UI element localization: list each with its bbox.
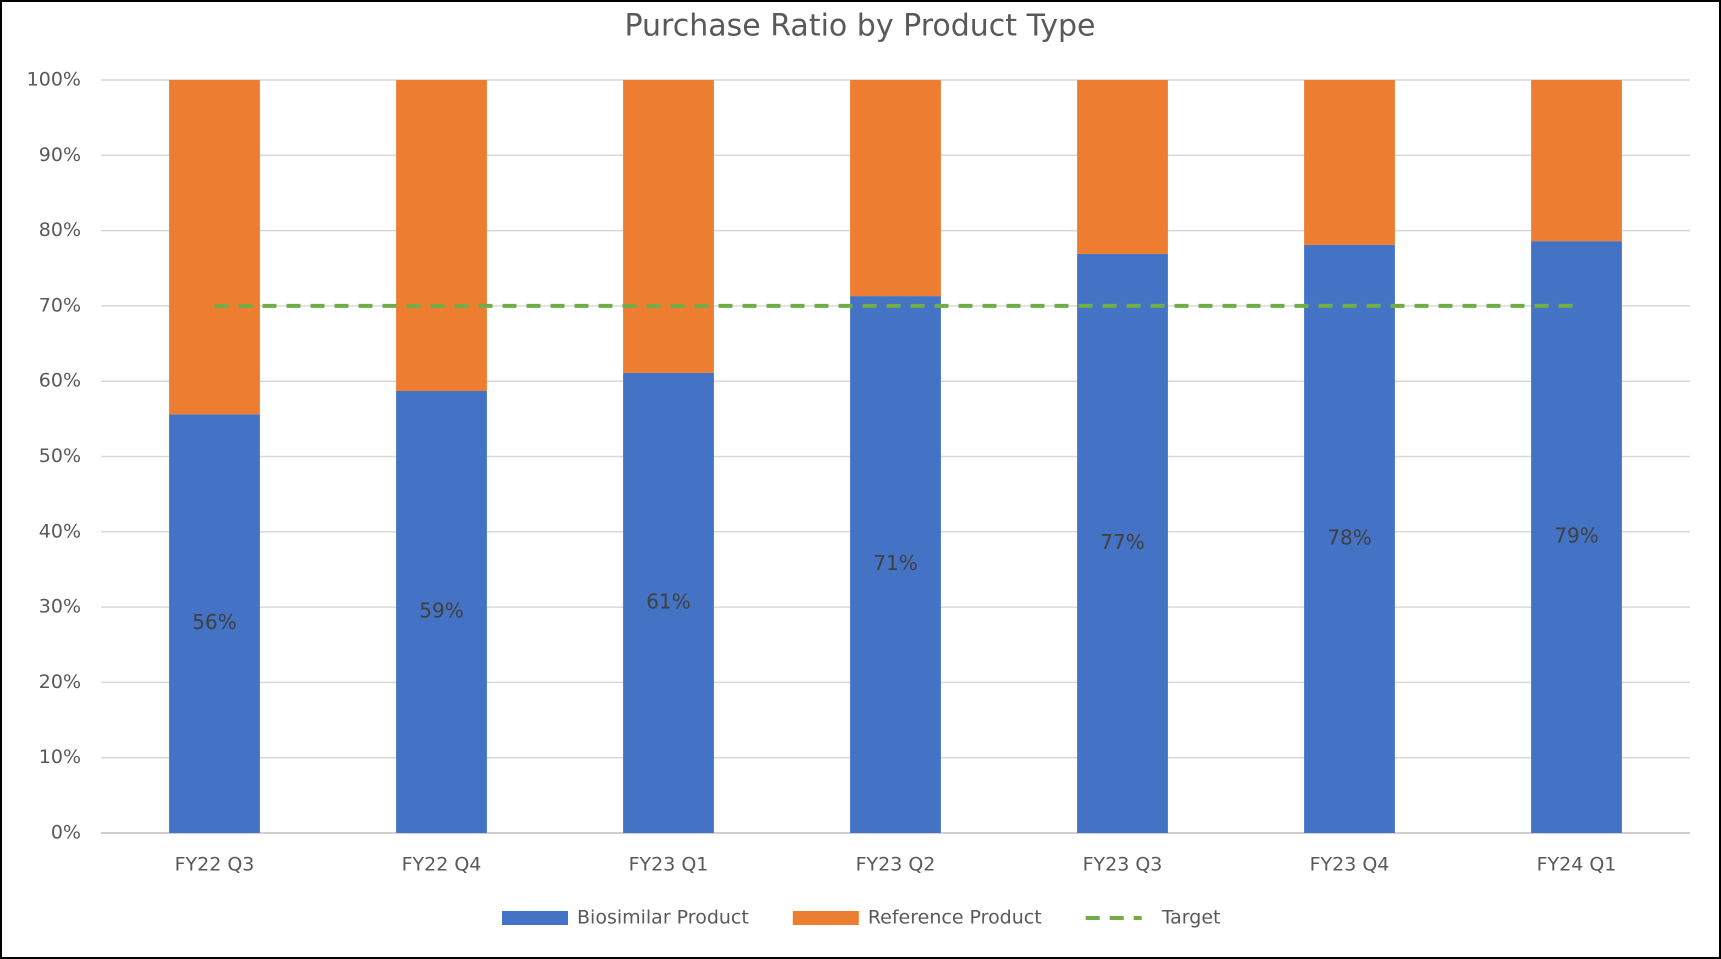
data-label: 79% bbox=[1554, 524, 1598, 548]
y-tick-label: 70% bbox=[39, 294, 81, 316]
x-tick-label: FY23 Q4 bbox=[1310, 854, 1390, 876]
data-label: 71% bbox=[873, 551, 917, 575]
y-tick-label: 80% bbox=[39, 219, 81, 241]
y-tick-label: 50% bbox=[39, 445, 81, 467]
bar-segment bbox=[1077, 80, 1168, 254]
x-tick-label: FY23 Q3 bbox=[1083, 854, 1163, 876]
bar-segment bbox=[1531, 241, 1622, 834]
legend-swatch bbox=[502, 911, 568, 925]
y-tick-label: 90% bbox=[39, 144, 81, 166]
data-label: 78% bbox=[1327, 525, 1371, 549]
y-tick-label: 30% bbox=[39, 596, 81, 618]
bar-segment bbox=[396, 390, 487, 833]
bar-segment bbox=[1304, 80, 1395, 245]
bar-segment bbox=[1077, 253, 1168, 833]
x-tick-label: FY23 Q1 bbox=[629, 854, 709, 876]
bar-segment bbox=[623, 372, 714, 833]
bar-segment bbox=[396, 80, 487, 391]
bar-segment bbox=[623, 80, 714, 373]
legend-label: Reference Product bbox=[868, 907, 1042, 929]
y-tick-label: 40% bbox=[39, 520, 81, 542]
x-tick-label: FY23 Q2 bbox=[856, 854, 936, 876]
bar-segment bbox=[850, 296, 941, 834]
y-tick-label: 0% bbox=[51, 822, 81, 844]
x-tick-label: FY22 Q4 bbox=[402, 854, 482, 876]
bar-segment bbox=[1304, 244, 1395, 834]
x-tick-label: FY22 Q3 bbox=[175, 854, 255, 876]
chart-title: Purchase Ratio by Product Type bbox=[624, 9, 1095, 44]
bar-segment bbox=[169, 80, 260, 415]
bar-segment bbox=[169, 414, 260, 833]
legend-label: Biosimilar Product bbox=[577, 907, 749, 929]
data-label: 56% bbox=[192, 610, 236, 634]
data-label: 59% bbox=[419, 598, 463, 622]
y-tick-label: 20% bbox=[39, 671, 81, 693]
y-tick-label: 60% bbox=[39, 370, 81, 392]
data-label: 61% bbox=[646, 589, 690, 613]
x-tick-label: FY24 Q1 bbox=[1537, 854, 1617, 876]
bar-segment bbox=[850, 80, 941, 297]
legend-label: Target bbox=[1161, 907, 1221, 929]
data-label: 77% bbox=[1100, 530, 1144, 554]
y-tick-label: 10% bbox=[39, 746, 81, 768]
legend-swatch bbox=[792, 911, 859, 925]
y-tick-label: 100% bbox=[27, 69, 81, 91]
bar-segment bbox=[1531, 80, 1622, 242]
